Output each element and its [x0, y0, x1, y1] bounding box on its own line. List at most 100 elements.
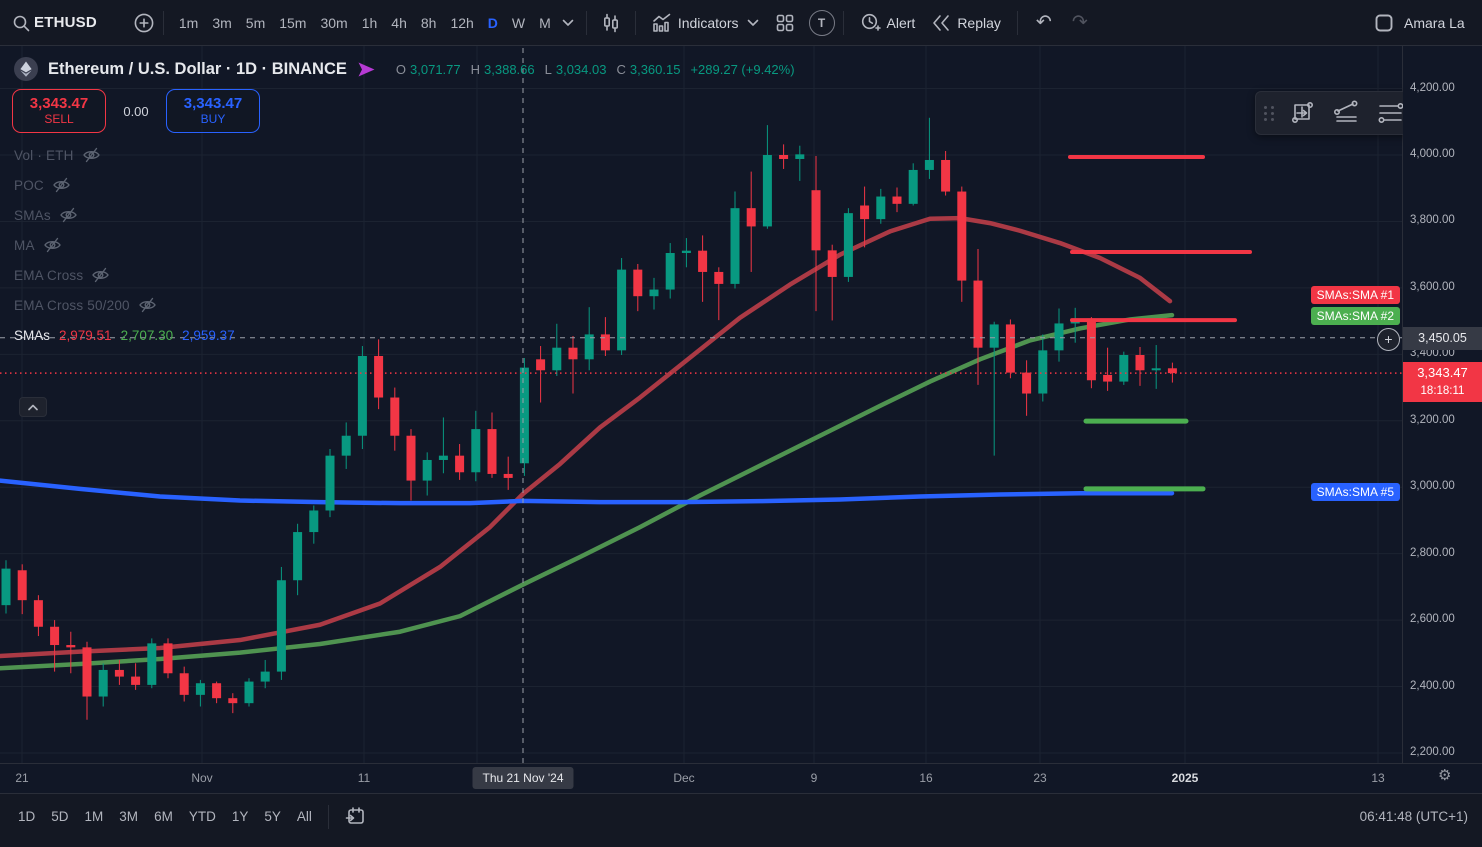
ohlc-values: O 3,071.77 H 3,388.66 L 3,034.03 C 3,360.15 … — [395, 61, 795, 77]
timeframe-4h[interactable]: 4h — [384, 10, 414, 36]
candle-oct-30 — [163, 643, 173, 674]
range-5d[interactable]: 5D — [43, 804, 76, 829]
legend-item-ma[interactable]: MA — [14, 230, 235, 260]
price-tick: 3,000.00 — [1410, 480, 1455, 493]
timeframe-m[interactable]: M — [532, 10, 558, 36]
candle-dec-24 — [1054, 323, 1064, 351]
trend-tool-icon[interactable] — [1325, 95, 1369, 131]
candle-dec-10 — [827, 250, 837, 277]
candle-dec-30 — [1151, 368, 1161, 371]
candle-nov-2 — [212, 683, 222, 699]
replay-button[interactable]: Replay — [923, 8, 1009, 38]
chevron-down-icon[interactable] — [562, 19, 574, 27]
undo-icon[interactable]: ↶ — [1035, 12, 1052, 33]
eye-off-icon[interactable] — [59, 207, 78, 223]
candle-dec-31 — [1167, 368, 1177, 374]
eye-off-icon[interactable] — [91, 267, 110, 283]
account-area[interactable]: Amara La — [1374, 13, 1482, 33]
timeframe-d[interactable]: D — [481, 10, 505, 36]
eye-off-icon[interactable] — [43, 237, 62, 253]
time-tick: Nov — [191, 771, 213, 785]
timeframe-1m[interactable]: 1m — [172, 10, 205, 36]
divider — [634, 10, 636, 35]
candle-dec-16 — [924, 159, 934, 170]
drag-handle-icon[interactable] — [1264, 105, 1275, 121]
template-letter-icon[interactable]: T — [808, 9, 835, 36]
buy-button[interactable]: 3,343.47 BUY — [166, 89, 260, 133]
overlay-sma-green[interactable] — [0, 312, 1175, 671]
candle-dec-7 — [779, 155, 789, 159]
grid-layout-icon[interactable] — [775, 13, 795, 33]
overlay-sma-red[interactable] — [0, 215, 1173, 659]
timeframe-30m[interactable]: 30m — [313, 10, 354, 36]
indicators-button[interactable]: Indicators — [644, 7, 747, 39]
legend-item-vol-eth[interactable]: Vol · ETH — [14, 140, 235, 170]
range-1y[interactable]: 1Y — [224, 804, 257, 829]
timeframe-w[interactable]: W — [505, 10, 532, 36]
eye-off-icon[interactable] — [52, 177, 71, 193]
bar-countdown: 18:18:11 — [1420, 384, 1465, 397]
position-tool-icon[interactable] — [1281, 95, 1325, 131]
range-all[interactable]: All — [289, 804, 320, 829]
range-5y[interactable]: 5Y — [256, 804, 289, 829]
candle-nov-4 — [244, 681, 254, 704]
candle-oct-22 — [33, 600, 43, 627]
redo-icon[interactable]: ↷ — [1071, 12, 1088, 33]
ideas-icon[interactable] — [357, 61, 376, 78]
range-3m[interactable]: 3M — [111, 804, 146, 829]
chart-style-candles-icon[interactable] — [595, 13, 627, 33]
legend-item-ema-cross-50-200[interactable]: EMA Cross 50/200 — [14, 290, 235, 320]
price-axis[interactable]: 4,200.00 4,000.00 3,800.00 3,600.00 3,400.00… — [1403, 45, 1482, 763]
indicators-label: Indicators — [677, 14, 739, 31]
go-to-date-icon[interactable] — [337, 806, 374, 827]
legend-item-smas-active[interactable]: SMAs 2,979.51 2,707.30 2,959.37 — [14, 320, 235, 350]
legend-item-poc[interactable]: POC — [14, 170, 235, 200]
candle-nov-15 — [422, 459, 432, 481]
price-tick: 3,200.00 — [1410, 413, 1455, 426]
overlay-sma-blue[interactable] — [0, 478, 1175, 506]
eye-off-icon[interactable] — [138, 297, 157, 313]
timeframe-3m[interactable]: 3m — [205, 10, 238, 36]
add-symbol-icon[interactable] — [133, 12, 155, 34]
candle-nov-25 — [584, 334, 594, 360]
eye-off-icon[interactable] — [82, 147, 101, 163]
layout-name: Amara La — [1404, 14, 1465, 31]
candle-dec-9 — [811, 190, 821, 251]
alert-button[interactable]: Alert — [852, 6, 924, 39]
timeframe-15m[interactable]: 15m — [272, 10, 313, 36]
replay-label: Replay — [957, 14, 1001, 31]
timeframe-12h[interactable]: 12h — [443, 10, 480, 36]
range-ytd[interactable]: YTD — [181, 804, 224, 829]
sell-button[interactable]: 3,343.47 SELL — [12, 89, 106, 133]
add-alert-plus-icon[interactable]: + — [1377, 327, 1400, 351]
timeframe-5m[interactable]: 5m — [239, 10, 272, 36]
symbol-search-button[interactable]: ETHUSD — [30, 8, 105, 37]
time-tick: 13 — [1371, 771, 1385, 785]
trade-panel: 3,343.47 SELL 0.00 3,343.47 BUY — [12, 89, 260, 133]
parallel-lines-tool-icon[interactable] — [1369, 95, 1413, 131]
candle-nov-18 — [471, 429, 481, 473]
candle-nov-6 — [276, 580, 286, 672]
divider — [162, 10, 164, 35]
legend-collapse-button[interactable] — [19, 397, 47, 417]
timeframe-8h[interactable]: 8h — [414, 10, 444, 36]
high-value: 3,388.66 — [484, 61, 535, 77]
chart-canvas[interactable] — [0, 45, 1402, 763]
time-tick: Dec — [673, 771, 695, 785]
candle-nov-28 — [633, 269, 643, 297]
replay-icon — [931, 14, 951, 32]
range-1m[interactable]: 1M — [77, 804, 112, 829]
legend-item-ema-cross[interactable]: EMA Cross — [14, 260, 235, 290]
range-6m[interactable]: 6M — [146, 804, 181, 829]
timeframe-1h[interactable]: 1h — [355, 10, 385, 36]
legend-item-smas[interactable]: SMAs — [14, 200, 235, 230]
axis-settings-gear-icon[interactable]: ⚙ — [1438, 767, 1452, 784]
time-axis[interactable]: Thu 21 Nov '24 21 Nov 11 Dec 9 16 23 2025 13 — [0, 763, 1482, 793]
chevron-down-icon[interactable] — [747, 19, 759, 27]
range-1d[interactable]: 1D — [10, 804, 43, 829]
search-icon[interactable] — [12, 14, 30, 32]
candle-nov-21 — [519, 367, 529, 464]
session-clock[interactable]: 06:41:48 (UTC+1) — [1359, 809, 1468, 824]
